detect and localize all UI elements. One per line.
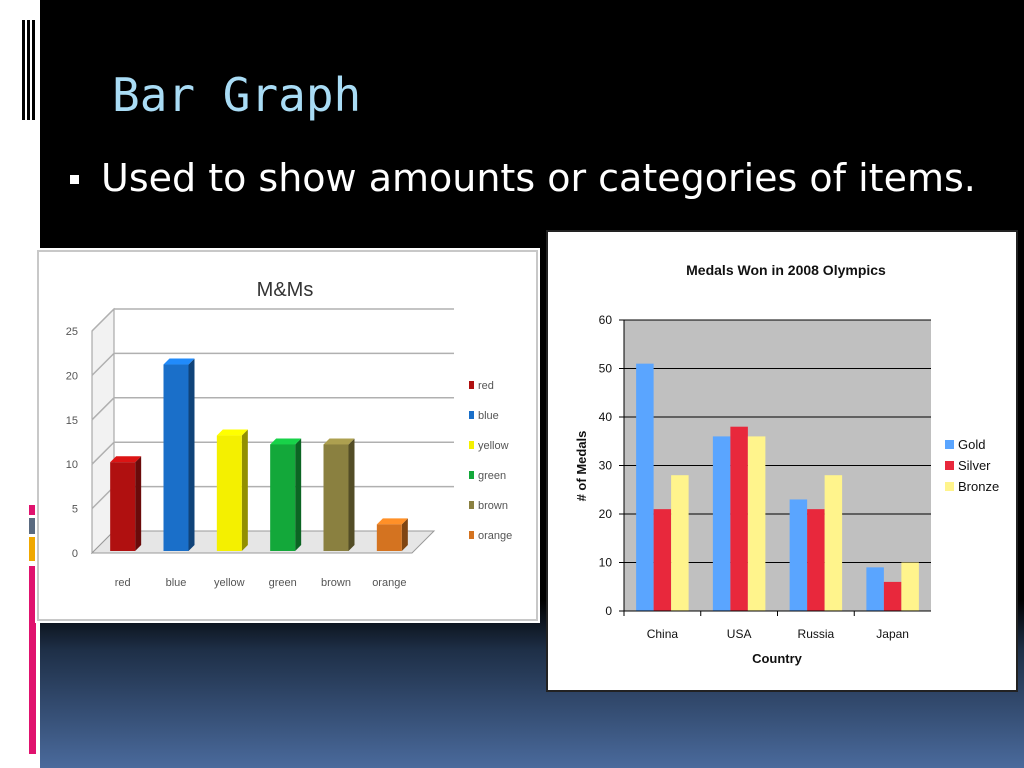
mm-x-tick-label: yellow	[214, 577, 245, 589]
mm-legend-label: red	[478, 380, 494, 392]
olympics-y-tick-label: 20	[599, 507, 613, 521]
olympics-legend-swatch	[945, 461, 954, 470]
mm-bar-front	[323, 444, 349, 551]
bullet-item: Used to show amounts or categories of it…	[70, 156, 976, 200]
mm-bar-top	[323, 438, 355, 445]
olympics-legend-swatch	[945, 440, 954, 449]
mm-bar-front	[110, 462, 136, 551]
mm-x-tick-label: green	[269, 577, 297, 589]
mm-chart-frame	[37, 250, 538, 621]
mm-y-tick-label: 10	[66, 459, 78, 471]
mm-legend-swatch	[469, 441, 474, 449]
olympics-y-tick-label: 40	[599, 410, 613, 424]
olympics-bar	[747, 436, 766, 611]
mm-bar-front	[270, 444, 296, 551]
olympics-bar	[789, 499, 808, 611]
mm-bar-top	[376, 518, 408, 525]
mm-bar-top	[270, 438, 302, 445]
mm-legend-swatch	[469, 381, 474, 389]
olympics-legend-label: Bronze	[958, 479, 999, 494]
mm-y-tick-label: 5	[72, 504, 78, 516]
mm-bar	[376, 518, 408, 551]
mm-bar-top	[216, 429, 248, 436]
olympics-legend-label: Silver	[958, 458, 991, 473]
mm-legend-swatch	[469, 471, 474, 479]
mm-legend-label: blue	[478, 410, 499, 422]
mm-bar	[323, 438, 355, 551]
mm-y-tick-label: 15	[66, 415, 78, 427]
mm-bar-top	[163, 358, 195, 365]
mm-legend-label: orange	[478, 530, 512, 542]
mm-legend-label: green	[478, 470, 506, 482]
mm-bar-side	[135, 456, 142, 551]
accent-bar-gray	[29, 518, 36, 534]
slide-title: Bar Graph	[112, 68, 362, 122]
mm-bar	[216, 429, 248, 551]
olympics-y-axis-label: # of Medals	[574, 431, 589, 502]
mm-bar-side	[401, 518, 408, 551]
olympics-legend-swatch	[945, 482, 954, 491]
mm-legend-label: yellow	[478, 440, 509, 452]
bullet-text: Used to show amounts or categories of it…	[101, 156, 976, 200]
mm-legend-swatch	[469, 501, 474, 509]
olympics-bar	[824, 475, 843, 611]
olympics-bar	[901, 562, 919, 611]
olympics-y-tick-label: 10	[599, 556, 613, 570]
mm-x-tick-label: blue	[166, 577, 187, 589]
mm-bar-side	[295, 438, 302, 551]
mm-x-tick-label: brown	[321, 577, 351, 589]
mm-bar-front	[216, 435, 242, 551]
mm-bar	[110, 456, 142, 551]
decor-bars	[22, 0, 38, 130]
mm-chart: M&Ms 0 5 10 15 20 25 red blue yellow green brown ora…	[37, 250, 538, 621]
accent-bar-pink-long	[29, 566, 36, 754]
mm-y-tick-label: 0	[72, 548, 78, 560]
mm-chart-title: M&Ms	[257, 279, 314, 301]
mm-bar-front	[376, 524, 402, 551]
mm-bar-side	[241, 429, 248, 551]
olympics-x-tick-label: Japan	[876, 627, 909, 641]
olympics-bar	[730, 426, 748, 611]
mm-legend-swatch	[469, 531, 474, 539]
mm-bar-side	[348, 438, 355, 551]
mm-legend-swatch	[469, 411, 474, 419]
olympics-chart-title: Medals Won in 2008 Olympics	[686, 262, 886, 278]
olympics-y-tick-label: 0	[605, 604, 612, 618]
olympics-bar	[671, 475, 689, 611]
mm-bar	[163, 358, 195, 551]
accent-bar-pink	[29, 505, 36, 515]
mm-bar-front	[163, 364, 189, 551]
mm-y-tick-label: 20	[66, 370, 78, 382]
mm-bar-top	[110, 456, 142, 463]
olympics-bar	[866, 567, 884, 611]
olympics-legend-label: Gold	[958, 437, 985, 452]
olympics-x-tick-label: China	[647, 627, 679, 641]
mm-x-tick-label: red	[115, 577, 131, 589]
mm-legend-label: brown	[478, 500, 508, 512]
mm-chart-panel: M&Ms 0 5 10 15 20 25 red blue yellow green brown ora…	[35, 248, 540, 623]
olympics-bar	[636, 363, 654, 611]
olympics-x-axis-label: Country	[752, 651, 803, 666]
olympics-x-tick-label: USA	[727, 627, 752, 641]
olympics-y-tick-label: 60	[599, 313, 613, 327]
olympics-bar	[653, 509, 672, 611]
mm-bar	[270, 438, 302, 551]
olympics-bar	[883, 581, 902, 611]
bullet-square-icon	[70, 174, 79, 184]
olympics-bar	[712, 436, 731, 611]
olympics-x-tick-label: Russia	[798, 627, 835, 641]
olympics-y-tick-label: 50	[599, 362, 613, 376]
olympics-chart-panel: Medals Won in 2008 Olympics 0 10 20 30 40 50 60…	[546, 230, 1018, 692]
mm-gridline	[91, 352, 454, 376]
mm-gridline	[91, 308, 454, 332]
accent-bar-orange	[29, 537, 36, 561]
mm-x-tick-label: orange	[372, 577, 406, 589]
olympics-y-tick-label: 30	[599, 459, 613, 473]
olympics-chart: Medals Won in 2008 Olympics 0 10 20 30 40 50 60…	[546, 230, 1018, 692]
mm-bar-side	[188, 358, 195, 551]
mm-y-tick-label: 25	[66, 326, 78, 338]
mm-gridline	[91, 397, 454, 421]
olympics-bar	[807, 509, 825, 611]
